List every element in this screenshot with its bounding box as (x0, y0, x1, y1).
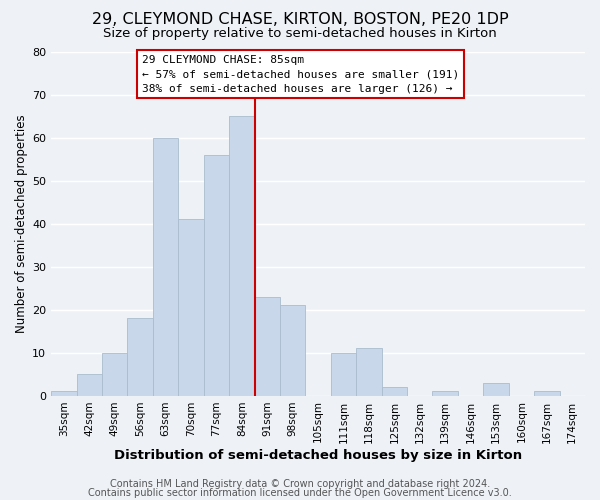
Bar (280, 306, 305, 396)
Text: Size of property relative to semi-detached houses in Kirton: Size of property relative to semi-detach… (103, 28, 497, 40)
Bar (484, 382, 509, 396)
Bar (433, 392, 458, 396)
Bar (331, 352, 356, 396)
Bar (178, 219, 203, 396)
Bar (51, 392, 77, 396)
Bar (153, 138, 178, 396)
Bar (254, 296, 280, 396)
Text: 29, CLEYMOND CHASE, KIRTON, BOSTON, PE20 1DP: 29, CLEYMOND CHASE, KIRTON, BOSTON, PE20… (92, 12, 508, 28)
Bar (203, 154, 229, 396)
X-axis label: Distribution of semi-detached houses by size in Kirton: Distribution of semi-detached houses by … (114, 450, 522, 462)
Text: Contains public sector information licensed under the Open Government Licence v3: Contains public sector information licen… (88, 488, 512, 498)
Bar (534, 392, 560, 396)
Text: Contains HM Land Registry data © Crown copyright and database right 2024.: Contains HM Land Registry data © Crown c… (110, 479, 490, 489)
Bar (356, 348, 382, 396)
Bar (127, 318, 153, 396)
Text: 29 CLEYMOND CHASE: 85sqm
← 57% of semi-detached houses are smaller (191)
38% of : 29 CLEYMOND CHASE: 85sqm ← 57% of semi-d… (142, 55, 459, 94)
Bar (382, 387, 407, 396)
Bar (77, 374, 102, 396)
Bar (229, 116, 254, 396)
Bar (102, 352, 127, 396)
Y-axis label: Number of semi-detached properties: Number of semi-detached properties (15, 114, 28, 333)
